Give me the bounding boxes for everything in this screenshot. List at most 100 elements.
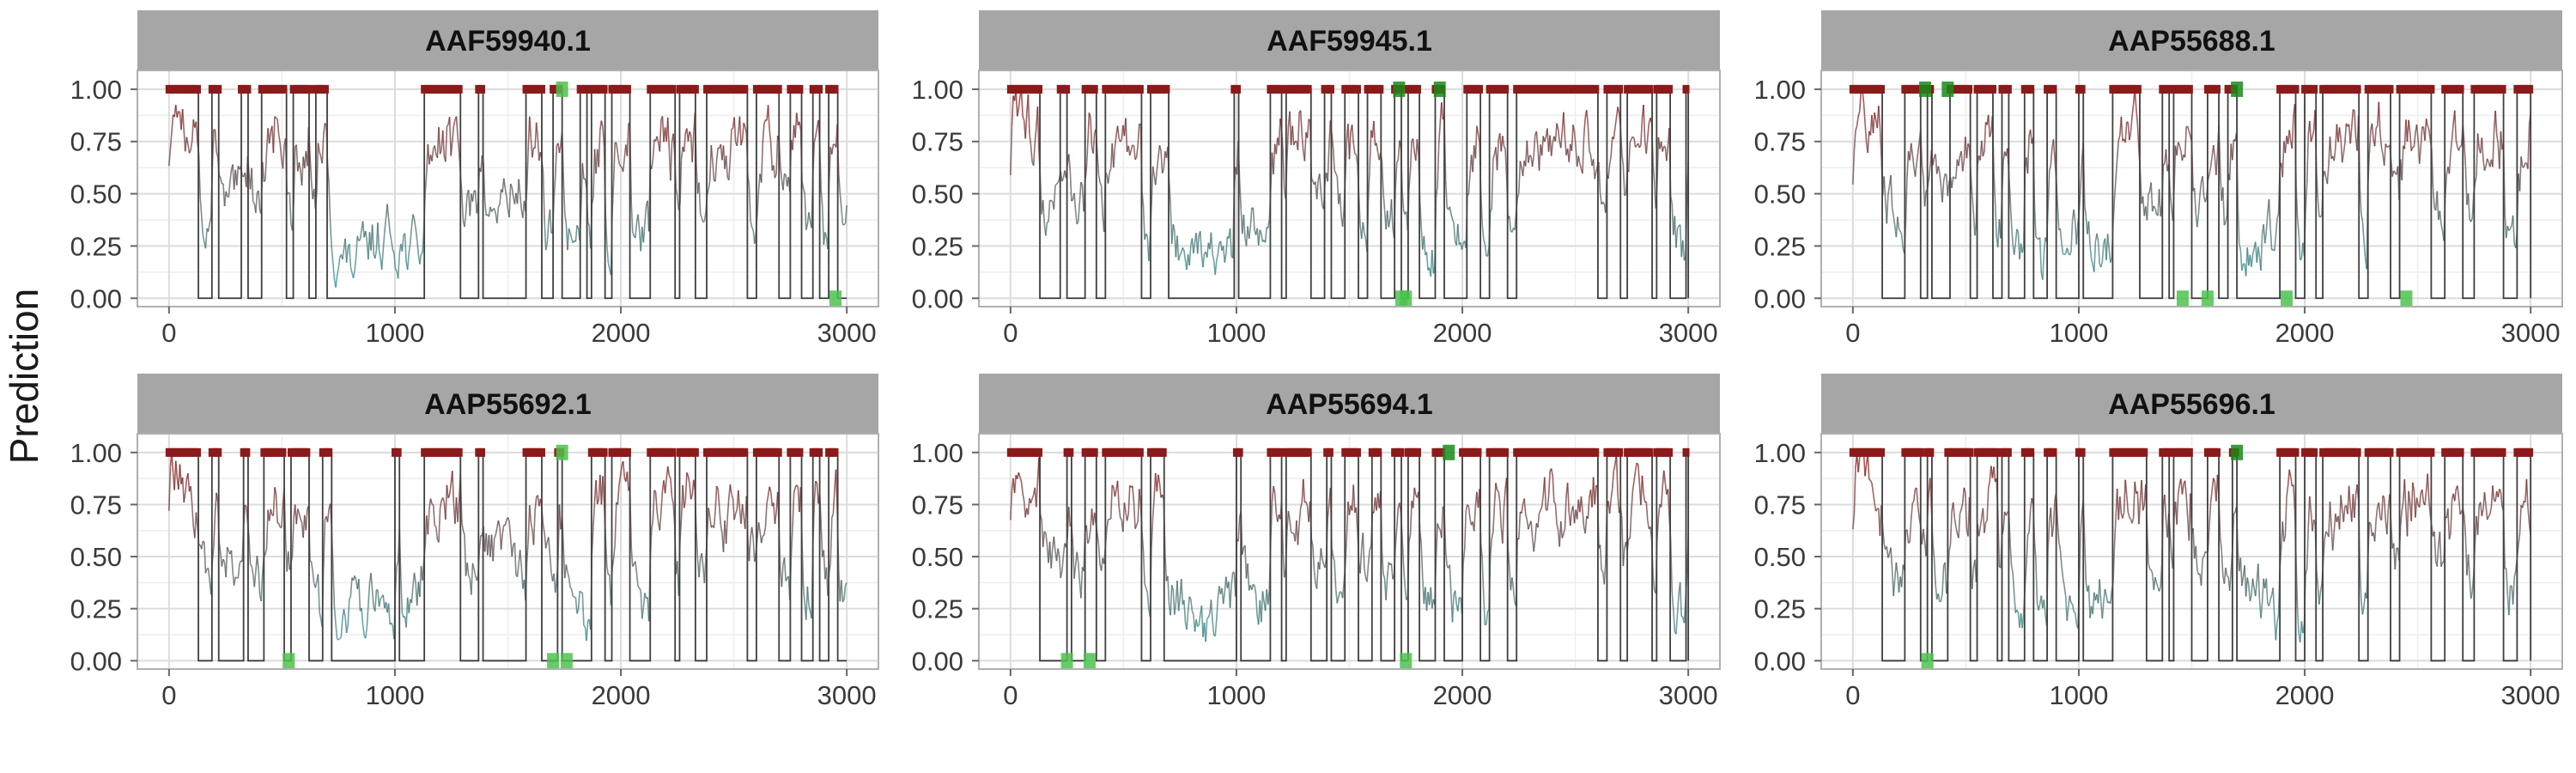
prediction-line-segment bbox=[586, 620, 589, 642]
prediction-line-segment bbox=[366, 605, 369, 628]
prediction-line-segment bbox=[1508, 216, 1512, 232]
prediction-line-segment bbox=[171, 114, 174, 132]
prediction-line-segment bbox=[1933, 557, 1936, 586]
prediction-line-segment bbox=[332, 566, 336, 607]
high-prediction-marker bbox=[2185, 84, 2193, 94]
prediction-line-segment bbox=[1864, 464, 1868, 477]
prediction-line-segment bbox=[2368, 521, 2372, 525]
prediction-line-segment bbox=[332, 263, 336, 280]
prediction-line-segment bbox=[2021, 245, 2025, 253]
prediction-line-segment bbox=[1200, 231, 1203, 256]
prediction-line-segment bbox=[272, 487, 276, 516]
prediction-line-segment bbox=[508, 521, 512, 539]
prediction-line-segment bbox=[1087, 113, 1091, 144]
prediction-line-segment bbox=[1133, 502, 1136, 529]
prediction-line-segment bbox=[1531, 155, 1534, 167]
prediction-line-segment bbox=[1652, 574, 1656, 591]
prediction-line-segment bbox=[832, 488, 835, 514]
prediction-line-segment bbox=[2393, 170, 2396, 173]
prediction-line-segment bbox=[1282, 151, 1285, 191]
prediction-line-segment bbox=[1050, 200, 1054, 203]
prediction-line-segment bbox=[235, 166, 240, 186]
prediction-line-segment bbox=[708, 508, 711, 517]
prediction-line-segment bbox=[641, 607, 645, 619]
prediction-line-segment bbox=[1437, 526, 1441, 531]
prediction-line-segment bbox=[333, 606, 337, 624]
known-site-marker bbox=[2281, 290, 2293, 307]
prediction-line-segment bbox=[1077, 202, 1081, 222]
prediction-line-segment bbox=[2354, 495, 2357, 518]
prediction-line-segment bbox=[1592, 159, 1596, 180]
prediction-line-segment bbox=[752, 539, 756, 563]
prediction-line-segment bbox=[1190, 599, 1194, 612]
prediction-line-segment bbox=[843, 585, 847, 600]
prediction-line-segment bbox=[614, 502, 617, 545]
prediction-line-segment bbox=[2421, 489, 2425, 503]
prediction-line-segment bbox=[2306, 134, 2310, 184]
prediction-line-segment bbox=[207, 223, 210, 232]
prediction-line-segment bbox=[419, 253, 422, 265]
prediction-line-segment bbox=[2363, 240, 2366, 259]
prediction-line-segment bbox=[221, 558, 224, 567]
x-tick-label: 2000 bbox=[592, 680, 651, 710]
prediction-line-segment bbox=[1404, 587, 1407, 600]
prediction-line-segment bbox=[2131, 518, 2135, 524]
prediction-line-segment bbox=[1395, 507, 1400, 527]
prediction-line-segment bbox=[1163, 151, 1166, 169]
y-tick-label: 1.00 bbox=[1754, 75, 1806, 105]
prediction-line-segment bbox=[720, 524, 723, 533]
prediction-line-segment bbox=[1170, 224, 1175, 244]
prediction-line-segment bbox=[244, 504, 247, 508]
prediction-line-segment bbox=[2440, 223, 2444, 232]
prediction-line-segment bbox=[2269, 227, 2273, 251]
prediction-line-segment bbox=[1369, 130, 1372, 168]
prediction-line-segment bbox=[1869, 479, 1873, 484]
x-tick-label: 0 bbox=[161, 318, 176, 348]
prediction-line-segment bbox=[326, 508, 330, 522]
prediction-line-segment bbox=[2305, 568, 2308, 575]
prediction-line-segment bbox=[2254, 582, 2258, 597]
prediction-line-segment bbox=[1176, 581, 1180, 612]
prediction-line-segment bbox=[1602, 201, 1605, 204]
prediction-line-segment bbox=[769, 143, 774, 171]
high-prediction-marker bbox=[2499, 447, 2506, 457]
high-prediction-marker bbox=[1353, 447, 1361, 457]
prediction-line-segment bbox=[1390, 199, 1394, 228]
prediction-line-segment bbox=[1437, 523, 1440, 528]
facet-strip bbox=[979, 374, 1720, 434]
prediction-line-segment bbox=[1287, 511, 1291, 520]
high-prediction-marker bbox=[1276, 84, 1284, 94]
prediction-line-segment bbox=[2063, 253, 2065, 256]
prediction-line-segment bbox=[343, 609, 346, 618]
prediction-line-segment bbox=[1210, 600, 1213, 621]
prediction-line-segment bbox=[419, 566, 422, 597]
prediction-line-segment bbox=[427, 508, 430, 535]
prediction-line-segment bbox=[1056, 182, 1059, 185]
prediction-line-segment bbox=[478, 535, 482, 551]
prediction-line-segment bbox=[2237, 202, 2240, 244]
prediction-line-segment bbox=[1196, 234, 1200, 254]
y-tick-label: 1.00 bbox=[70, 75, 122, 105]
prediction-line-segment bbox=[652, 139, 655, 160]
prediction-line-segment bbox=[1069, 170, 1072, 202]
prediction-line-segment bbox=[2153, 205, 2156, 209]
prediction-line-segment bbox=[642, 593, 646, 608]
high-prediction-marker bbox=[1276, 447, 1284, 457]
prediction-line-segment bbox=[1109, 168, 1112, 173]
prediction-line-segment bbox=[1932, 157, 1935, 166]
prediction-line-segment bbox=[1022, 116, 1025, 121]
prediction-line-segment bbox=[441, 130, 446, 157]
y-tick-label: 0.00 bbox=[1754, 646, 1806, 676]
prediction-line-segment bbox=[1550, 468, 1554, 477]
prediction-line-segment bbox=[2209, 156, 2213, 167]
high-prediction-marker bbox=[2004, 447, 2012, 457]
prediction-line-segment bbox=[2464, 166, 2468, 205]
prediction-line-segment bbox=[1553, 502, 1557, 505]
prediction-line-segment bbox=[579, 590, 582, 593]
prediction-line-segment bbox=[1502, 136, 1505, 147]
prediction-line-segment bbox=[2188, 131, 2191, 137]
prediction-line-segment bbox=[1057, 179, 1060, 184]
prediction-line-segment bbox=[602, 126, 605, 147]
prediction-line-segment bbox=[815, 127, 818, 137]
prediction-line-segment bbox=[213, 513, 216, 547]
